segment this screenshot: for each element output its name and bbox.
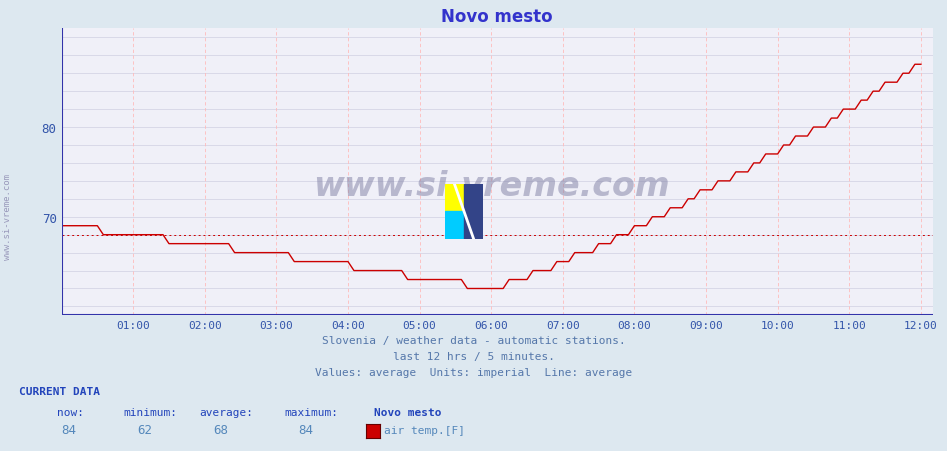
Text: maximum:: maximum:	[284, 407, 338, 417]
Text: www.si-vreme.com: www.si-vreme.com	[3, 174, 12, 259]
Bar	[445, 185, 464, 212]
Text: www.si-vreme.com: www.si-vreme.com	[313, 170, 670, 202]
Text: last 12 hrs / 5 minutes.: last 12 hrs / 5 minutes.	[392, 351, 555, 361]
Text: 84: 84	[298, 423, 313, 436]
Text: air temp.[F]: air temp.[F]	[384, 425, 466, 435]
Bar	[445, 212, 464, 239]
Text: Slovenia / weather data - automatic stations.: Slovenia / weather data - automatic stat…	[322, 336, 625, 345]
Text: now:: now:	[57, 407, 84, 417]
Bar	[464, 185, 483, 239]
Text: CURRENT DATA: CURRENT DATA	[19, 387, 100, 396]
Text: 84: 84	[62, 423, 77, 436]
Text: Values: average  Units: imperial  Line: average: Values: average Units: imperial Line: av…	[314, 367, 633, 377]
Text: Novo mesto: Novo mesto	[374, 407, 441, 417]
Text: 68: 68	[213, 423, 228, 436]
Text: average:: average:	[199, 407, 253, 417]
Text: minimum:: minimum:	[123, 407, 177, 417]
Text: 62: 62	[137, 423, 152, 436]
Title: Novo mesto: Novo mesto	[441, 9, 553, 26]
